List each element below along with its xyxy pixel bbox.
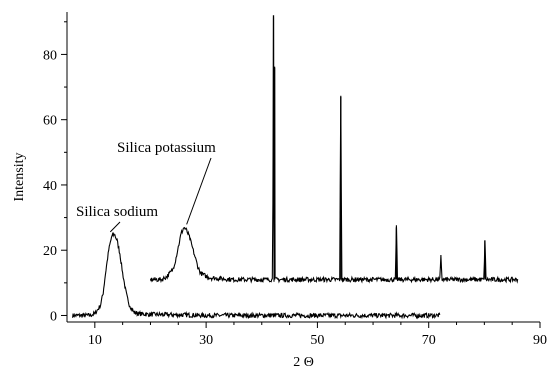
x-tick-label: 70	[422, 333, 436, 348]
annotation-leader-silica-potassium	[186, 157, 212, 225]
annotations: Silica sodium Silica potassium	[76, 140, 216, 233]
plot-area	[72, 15, 519, 320]
y-tick-label: 20	[43, 244, 57, 259]
x-tick-label: 50	[310, 333, 324, 348]
axes: 10 30 50 70 90 0 20 40 60 80	[43, 12, 547, 348]
x-tick-label: 90	[533, 333, 547, 348]
annotation-silica-potassium: Silica potassium	[117, 140, 216, 156]
series-0-line	[72, 231, 441, 320]
x-tick-label: 30	[199, 333, 213, 348]
annotation-silica-sodium: Silica sodium	[76, 204, 158, 220]
annotation-leader-silica-sodium	[109, 221, 121, 233]
y-tick-label: 40	[43, 179, 57, 194]
y-tick-label: 60	[43, 114, 57, 129]
x-axis-title: 2 Θ	[293, 355, 314, 370]
series-1-line	[149, 17, 519, 284]
x-tick-label: 10	[88, 333, 102, 348]
y-axis-title: Intensity	[12, 153, 27, 202]
y-tick-label: 0	[50, 309, 57, 324]
y-tick-label: 80	[43, 48, 57, 63]
